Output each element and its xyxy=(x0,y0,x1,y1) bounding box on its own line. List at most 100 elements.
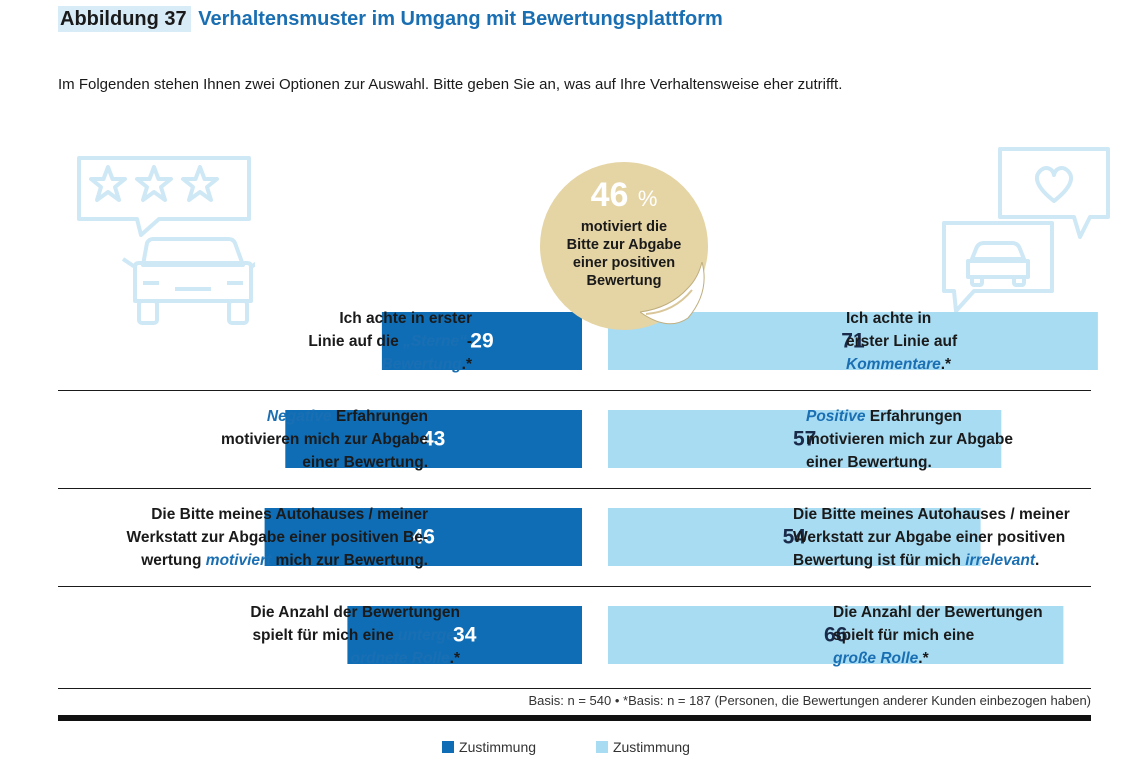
label-text: einer Bewertung. xyxy=(302,454,428,471)
label-line: einer Bewertung. xyxy=(806,451,1013,474)
legend-label: Zustimmung xyxy=(459,739,537,755)
highlighted-term: Bewertung xyxy=(381,356,462,373)
figure-header: Abbildung 37 Verhaltensmuster im Umgang … xyxy=(58,6,723,32)
label-text: - xyxy=(466,333,472,350)
label-line: einer Bewertung. xyxy=(221,451,428,474)
label-line: erster Linie auf xyxy=(846,330,957,353)
label-text: Die Anzahl der Bewertungen xyxy=(250,604,460,621)
bar-agree-right xyxy=(608,410,1002,468)
badge-percent: 46 % xyxy=(540,176,708,218)
legend-item: Zustimmung xyxy=(442,739,536,755)
badge-caption-line: Bewertung xyxy=(586,273,662,289)
bar-agree-left xyxy=(285,410,582,468)
label-line: motivieren mich zur Abgabe xyxy=(806,428,1013,451)
bar-agree-left xyxy=(347,606,582,664)
left-option-label: Ich achte in erster Linie auf die „Sterne… xyxy=(308,307,472,376)
label-line: Werkstatt zur Abgabe einer positiven Be- xyxy=(127,526,428,549)
label-text: wertung xyxy=(141,552,206,569)
basis-note: Basis: n = 540 • *Basis: n = 187 (Person… xyxy=(528,693,1092,708)
badge-unit: % xyxy=(637,186,658,211)
legend-item: Zustimmung xyxy=(595,739,690,755)
label-line: motivieren mich zur Abgabe xyxy=(221,428,428,451)
heart-bubble-icon xyxy=(942,147,1110,313)
highlighted-term: unterge- xyxy=(398,627,460,644)
row-divider xyxy=(58,390,1091,391)
row-divider xyxy=(58,586,1091,587)
label-line: Die Anzahl der Bewertungen xyxy=(833,601,1043,624)
label-line: Bewertung.* xyxy=(308,353,472,376)
page-curl-icon xyxy=(640,262,705,325)
left-option-label: Die Anzahl der Bewertungen spielt für mic… xyxy=(250,601,460,670)
right-option-label: Positive Erfahrungen motivieren mich zur … xyxy=(806,405,1013,474)
label-text: Die Bitte meines Autohauses / meiner xyxy=(151,506,428,523)
label-line: spielt für mich eine unterge- xyxy=(250,624,460,647)
right-option-label: Die Bitte meines Autohauses / meiner Werk… xyxy=(793,503,1070,572)
label-text: Linie auf die xyxy=(308,333,404,350)
highlighted-term: Kommentare xyxy=(846,356,941,373)
star-rating-bubble-icon xyxy=(77,156,255,325)
label-text: .* xyxy=(940,356,952,373)
label-line: Ich achte in xyxy=(846,307,957,330)
instruction-text: Im Folgenden stehen Ihnen zwei Optionen … xyxy=(58,76,843,93)
bar-value-label: 46 xyxy=(412,526,435,549)
label-text: spielt für mich eine xyxy=(833,627,975,644)
label-line: Die Anzahl der Bewertungen xyxy=(250,601,460,624)
bar-agree-right xyxy=(608,312,1098,370)
label-text: Erfahrungen xyxy=(331,408,428,425)
label-text: Werkstatt zur Abgabe einer positiven Be- xyxy=(126,529,428,546)
legend-label: Zustimmung xyxy=(612,739,690,755)
label-line: Linie auf die „Sterne“- xyxy=(308,330,472,353)
label-text: motivieren mich zur Abgabe xyxy=(221,431,428,448)
row-divider xyxy=(58,488,1091,489)
label-text: Die Bitte meines Autohauses / meiner xyxy=(793,506,1070,523)
legend-swatch xyxy=(442,741,455,753)
label-text: .* xyxy=(918,650,929,667)
bar-agree-left xyxy=(264,508,582,566)
right-option-label: Die Anzahl der Bewertungen spielt für mic… xyxy=(833,601,1043,670)
right-option-label: Ich achte in erster Linie auf Kommentare.* xyxy=(846,307,957,376)
badge-caption-line: Bitte zur Abgabe xyxy=(566,237,682,253)
left-option-label: Die Bitte meines Autohauses / meiner Werk… xyxy=(127,503,428,572)
label-line: Die Bitte meines Autohauses / meiner xyxy=(793,503,1070,526)
left-option-label: Negative Erfahrungen motivieren mich zur … xyxy=(221,405,428,474)
highlighted-term: große Rolle xyxy=(833,650,919,667)
label-text: Ich achte in erster xyxy=(339,310,472,327)
label-text: Die Anzahl der Bewertungen xyxy=(833,604,1043,621)
label-text: motivieren mich zur Abgabe xyxy=(806,431,1013,448)
bar-agree-right xyxy=(608,508,981,566)
label-line: Negative Erfahrungen xyxy=(221,405,428,428)
badge-caption-line: motiviert die xyxy=(580,219,668,235)
highlighted-term: irrelevant xyxy=(965,552,1036,569)
label-text: einer Bewertung. xyxy=(806,454,932,471)
bar-agree-right xyxy=(608,606,1064,664)
highlighted-term: ordnete Rolle xyxy=(350,650,450,667)
highlighted-term: „Sterne“ xyxy=(403,333,467,350)
label-line: Die Bitte meines Autohauses / meiner xyxy=(127,503,428,526)
figure-title: Verhaltensmuster im Umgang mit Bewertung… xyxy=(198,8,723,30)
badge-text: 46 % motiviert die Bitte zur Abgabe eine… xyxy=(540,176,708,290)
label-line: Werkstatt zur Abgabe einer positiven xyxy=(793,526,1070,549)
label-line: ordnete Rolle.* xyxy=(250,647,460,670)
bar-value-label: 54 xyxy=(783,526,807,549)
legend-swatch xyxy=(595,741,608,753)
label-line: Positive Erfahrungen xyxy=(806,405,1013,428)
label-text: Ich achte in xyxy=(846,310,932,327)
bar-value-label: 34 xyxy=(453,624,477,647)
label-text: erster Linie auf xyxy=(846,333,958,350)
label-line: Bewertung ist für mich irrelevant. xyxy=(793,549,1070,572)
bar-agree-left xyxy=(381,312,582,370)
label-text: Werkstatt zur Abgabe einer positiven xyxy=(793,529,1066,546)
bar-value-label: 71 xyxy=(841,330,865,353)
legend: Zustimmung Zustimmung xyxy=(0,739,1132,755)
label-text: spielt für mich eine xyxy=(252,627,398,644)
badge-value: 46 xyxy=(590,176,629,214)
figure-number: Abbildung 37 xyxy=(58,6,191,32)
bar-value-label: 29 xyxy=(470,330,493,353)
label-text: .* xyxy=(461,356,472,373)
highlighted-term: motiviert xyxy=(205,552,272,569)
label-line: große Rolle.* xyxy=(833,647,1043,670)
highlighted-term: Positive xyxy=(806,408,866,425)
label-text: Bewertung ist für mich xyxy=(793,552,966,569)
label-line: Kommentare.* xyxy=(846,353,957,376)
